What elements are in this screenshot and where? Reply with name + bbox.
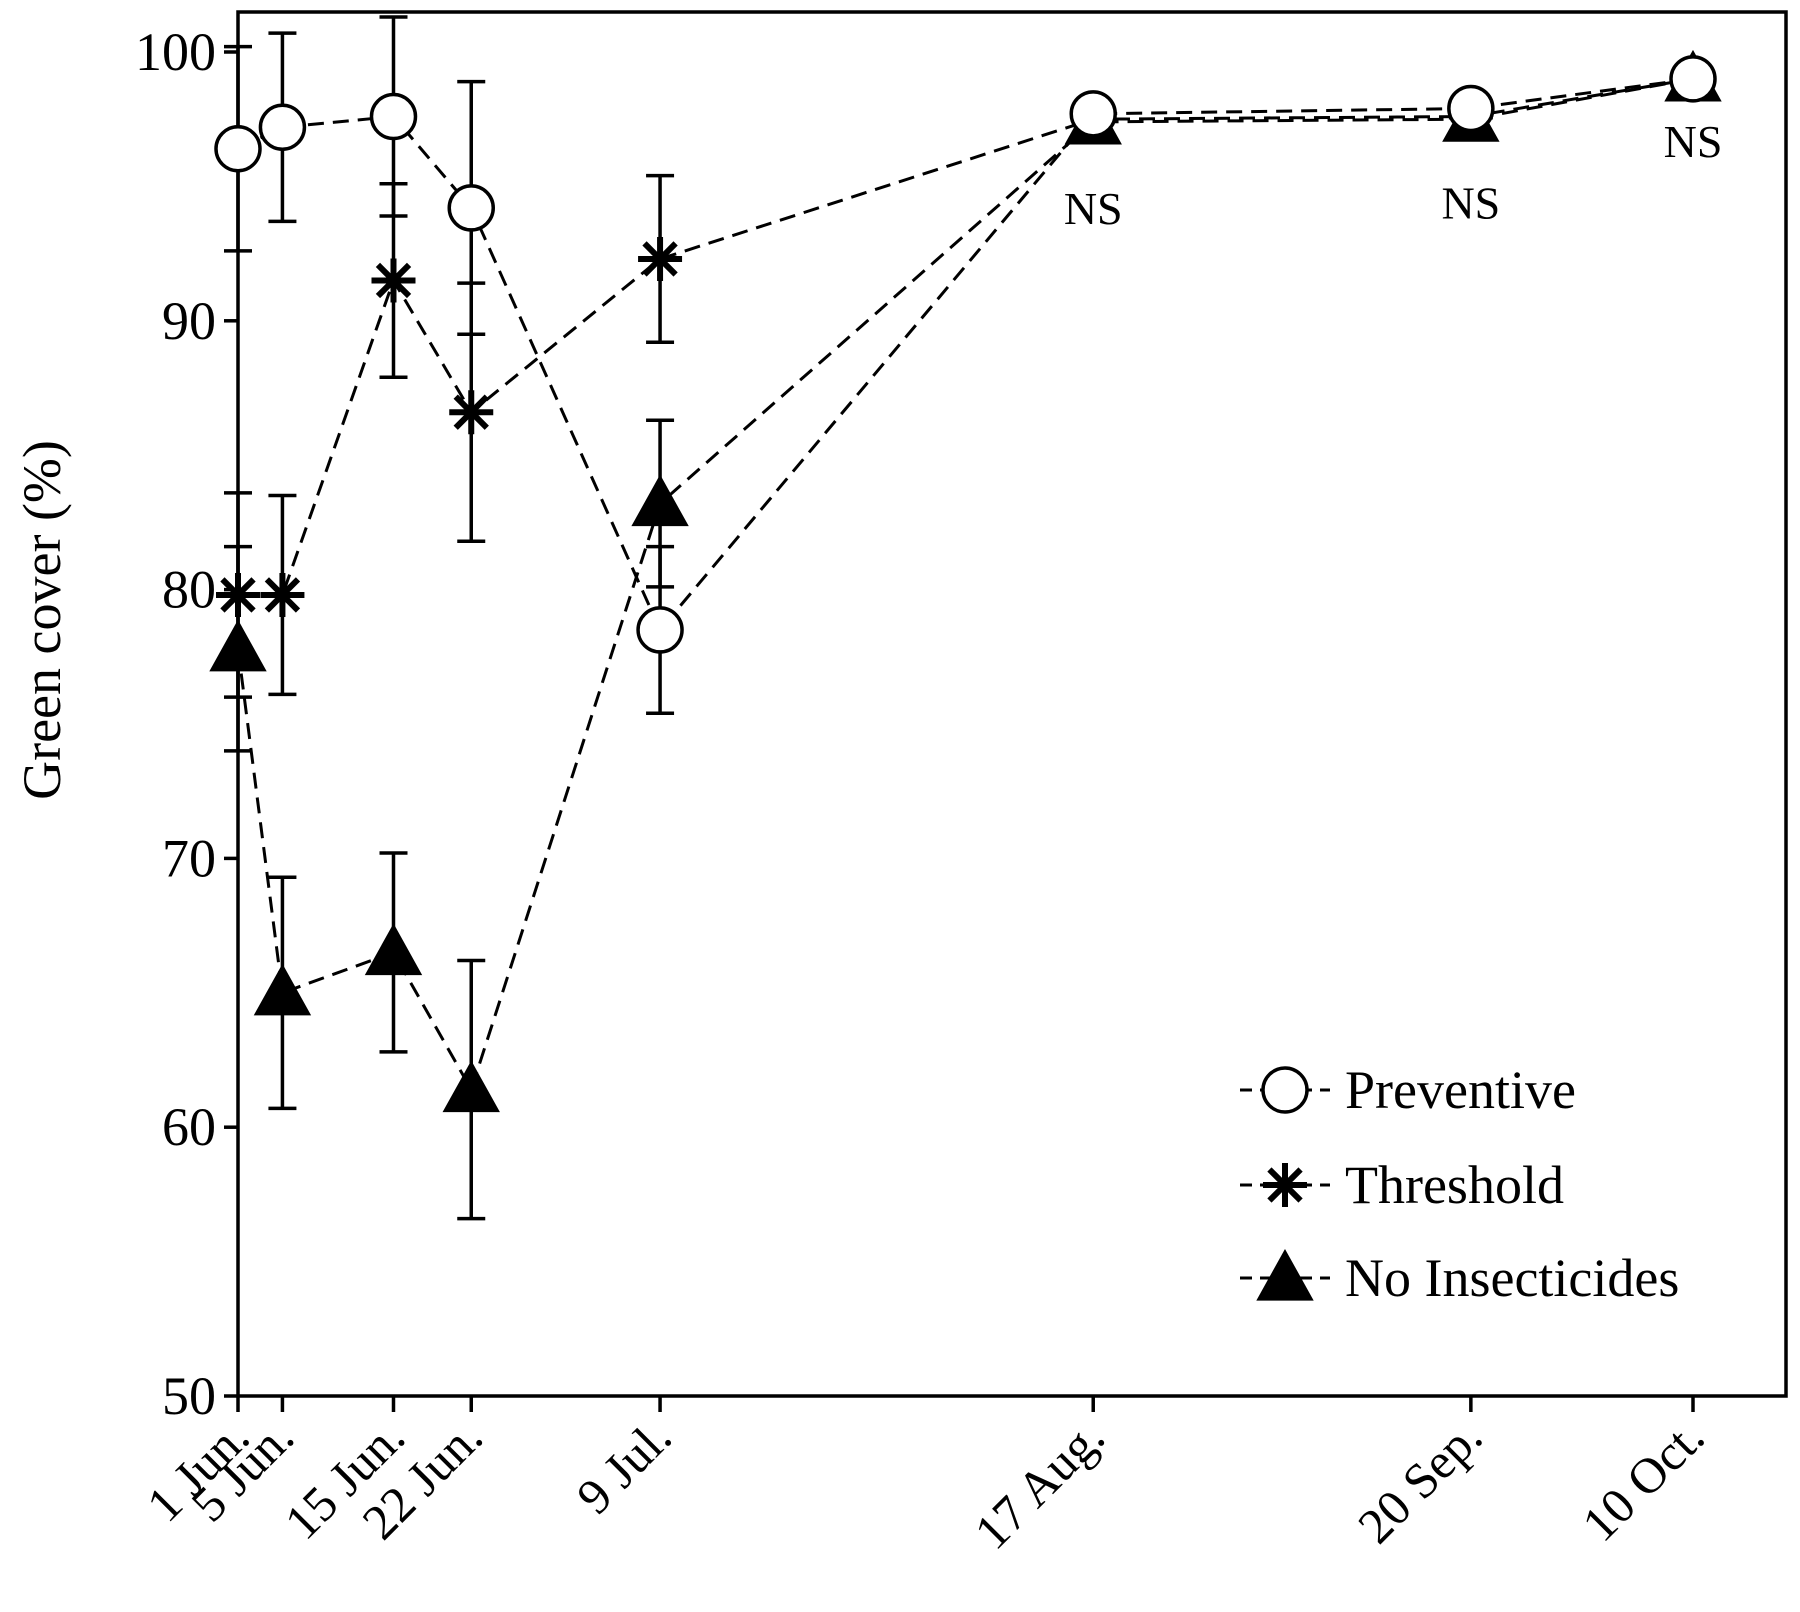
marker-preventive bbox=[258, 103, 307, 152]
ns-annotation: NS bbox=[1064, 183, 1123, 234]
y-tick-label: 70 bbox=[162, 828, 216, 888]
x-tick-label: 9 Jul. bbox=[566, 1408, 682, 1524]
y-tick-label: 90 bbox=[162, 291, 216, 351]
legend-marker bbox=[1261, 1066, 1309, 1114]
legend-marker bbox=[1263, 1163, 1307, 1207]
marker-preventive bbox=[1447, 84, 1495, 133]
series-layer bbox=[209, 15, 1722, 1221]
y-tick-label: 100 bbox=[135, 22, 216, 82]
ns-annotation: NS bbox=[1441, 177, 1500, 228]
x-tick-label: 17 Aug. bbox=[963, 1408, 1115, 1560]
marker-no-insecticides bbox=[442, 1060, 500, 1113]
y-tick-label: 50 bbox=[162, 1366, 216, 1426]
series-line-2 bbox=[236, 77, 1694, 1094]
y-tick-label: 60 bbox=[162, 1097, 216, 1157]
x-tick-label: 20 Sep. bbox=[1347, 1408, 1493, 1554]
marker-no-insecticides bbox=[364, 923, 423, 976]
y-tick-label: 80 bbox=[162, 560, 216, 620]
marker-preventive bbox=[1669, 55, 1717, 103]
legend-item-no-insecticides: No Insecticides bbox=[1240, 1248, 1679, 1308]
annotation-layer: NS NS NS bbox=[1064, 116, 1723, 234]
series-line-1 bbox=[238, 77, 1694, 597]
marker-threshold bbox=[449, 390, 494, 435]
ns-annotation: NS bbox=[1664, 116, 1723, 167]
marker-preventive bbox=[1069, 90, 1117, 138]
marker-threshold bbox=[216, 572, 260, 617]
y-axis-title: Green cover (%) bbox=[12, 440, 72, 800]
legend-marker bbox=[1256, 1248, 1314, 1301]
marker-threshold bbox=[371, 258, 416, 303]
marker-no-insecticides bbox=[209, 619, 267, 672]
marker-threshold bbox=[638, 236, 683, 281]
legend-item-threshold: Threshold bbox=[1240, 1155, 1564, 1215]
marker-preventive bbox=[447, 184, 495, 232]
x-axis: 1 Jun.5 Jun.15 Jun.22 Jun. 9 Jul. 17 Aug. 2… bbox=[136, 1396, 1715, 1560]
marker-no-insecticides bbox=[631, 474, 689, 527]
marker-preventive bbox=[214, 125, 262, 173]
y-axis: 50 60 70 80 90 100 bbox=[135, 22, 238, 1426]
series-line-0 bbox=[237, 77, 1694, 633]
legend-item-preventive: Preventive bbox=[1240, 1060, 1576, 1120]
legend-label: Threshold bbox=[1345, 1155, 1564, 1215]
marker-no-insecticides bbox=[253, 963, 312, 1016]
marker-preventive bbox=[369, 92, 418, 141]
x-tick-label: 10 Oct. bbox=[1571, 1408, 1715, 1552]
legend: Preventive Threshold No Insecticides bbox=[1240, 1060, 1679, 1308]
legend-label: Preventive bbox=[1345, 1060, 1576, 1120]
marker-preventive bbox=[636, 606, 684, 654]
marker-threshold bbox=[260, 572, 305, 617]
legend-label: No Insecticides bbox=[1345, 1248, 1679, 1308]
